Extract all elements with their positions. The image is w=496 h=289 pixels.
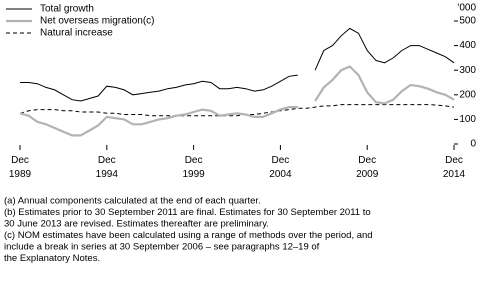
footnote: (c) NOM estimates have been calculated u… [4,230,373,241]
x-tick-label: Dec 1989 [9,155,32,180]
x-tick-label: Dec 2004 [269,155,292,180]
x-tick-label: Dec 2014 [443,155,466,180]
footnote: include a break in series at 30 Septembe… [4,242,320,253]
series-line [19,104,455,117]
footnote: (b) Estimates prior to 30 September 2011… [4,207,371,218]
y-tick-label: 200 [459,89,476,100]
legend-label: Net overseas migration(c) [40,16,154,27]
x-tick-label: Dec 1994 [96,155,119,180]
footnote: the Explanatory Notes. [4,253,100,264]
y-tick-label: 500 [459,16,476,27]
legend-label: Natural increase [40,28,113,39]
y-tick-label: 300 [459,65,476,76]
y-tick-label: 0 [470,139,476,150]
series-line [20,27,455,102]
footnote: (a) Annual components calculated at the … [4,196,261,207]
y-unit-label: '000 [457,3,476,14]
x-tick-label: Dec 1999 [182,155,205,180]
legend-label: Total growth [40,4,94,15]
x-tick-label: Dec 2009 [356,155,379,180]
series-line [19,65,455,137]
y-tick-label: 100 [459,114,476,125]
y-tick-label: 400 [459,40,476,51]
footnote: 30 June 2013 are revised. Estimates ther… [4,219,269,230]
